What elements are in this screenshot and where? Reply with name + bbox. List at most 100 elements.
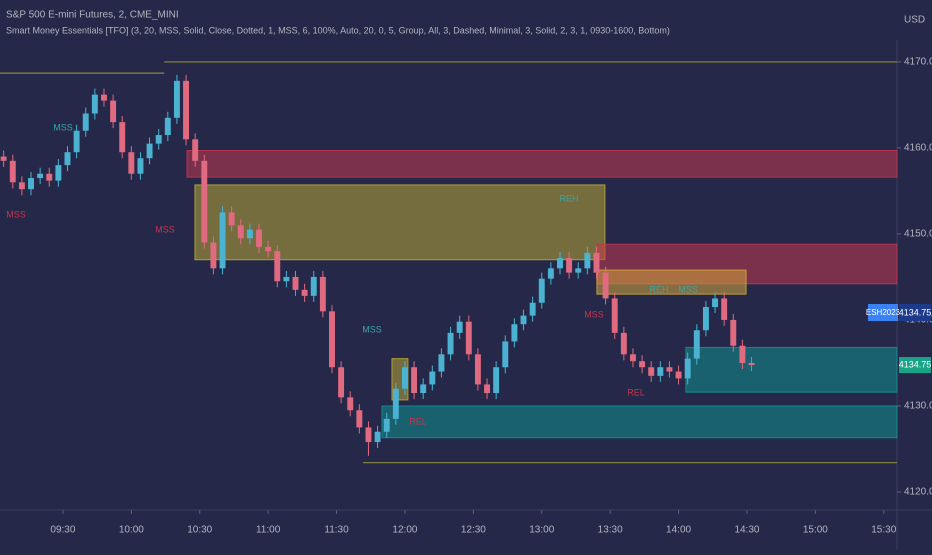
candle-body bbox=[420, 384, 427, 394]
candle-body bbox=[721, 298, 728, 320]
x-tick-label: 12:00 bbox=[392, 525, 417, 536]
candle-body bbox=[465, 321, 472, 355]
candle-body bbox=[712, 298, 719, 308]
annotation: MSS bbox=[584, 309, 604, 319]
candle-body bbox=[183, 80, 190, 140]
candle-body bbox=[702, 307, 709, 331]
symbol-label: ESH2023 bbox=[866, 308, 901, 317]
annotation: REL bbox=[627, 387, 645, 397]
x-tick-label: 11:30 bbox=[324, 525, 349, 536]
candle-body bbox=[538, 278, 545, 303]
candle-body bbox=[310, 276, 317, 296]
candle-body bbox=[338, 367, 345, 398]
annotation: REL bbox=[409, 416, 427, 426]
candle-body bbox=[46, 173, 53, 181]
candle-body bbox=[748, 362, 755, 366]
candle-body bbox=[110, 100, 117, 123]
candle-body bbox=[192, 139, 199, 161]
price-label-box bbox=[899, 304, 931, 321]
candle-body bbox=[602, 272, 609, 299]
candle-body bbox=[292, 276, 299, 290]
candle-body bbox=[429, 371, 436, 385]
last-price-box bbox=[899, 357, 931, 374]
candle-body bbox=[684, 358, 691, 379]
candle-body bbox=[484, 384, 490, 394]
candle-body bbox=[0, 156, 7, 161]
candle-body bbox=[620, 332, 627, 355]
candle-body bbox=[456, 321, 463, 333]
candle-body bbox=[28, 178, 34, 190]
candle-body bbox=[584, 252, 591, 269]
candle-body bbox=[739, 345, 746, 363]
candle-body bbox=[283, 276, 290, 282]
candle-body bbox=[55, 165, 62, 181]
axis-unit: USD bbox=[904, 15, 925, 26]
candle-body bbox=[210, 242, 217, 269]
x-tick-label: 14:30 bbox=[734, 525, 759, 536]
x-tick-label: 12:30 bbox=[461, 525, 486, 536]
candle-body bbox=[666, 367, 673, 372]
candle-body bbox=[265, 246, 272, 252]
candle-body bbox=[493, 367, 500, 394]
candle-body bbox=[356, 410, 363, 428]
y-tick-label: 4160.00 bbox=[904, 143, 932, 154]
indicator-settings: Smart Money Essentials [TFO] (3, 20, MSS… bbox=[6, 25, 670, 35]
x-tick-label: 11:00 bbox=[256, 525, 281, 536]
candle-body bbox=[447, 332, 454, 355]
candle-body bbox=[91, 94, 98, 114]
candle-body bbox=[155, 135, 162, 144]
candle-body bbox=[219, 212, 226, 269]
candle-body bbox=[101, 94, 107, 101]
x-tick-label: 13:30 bbox=[598, 525, 623, 536]
candle-body bbox=[566, 258, 573, 273]
candle-body bbox=[511, 324, 518, 342]
y-tick-label: 4120.00 bbox=[904, 487, 932, 498]
candle-body bbox=[365, 427, 372, 443]
y-tick-label: 4170.00 bbox=[904, 57, 932, 68]
candle-body bbox=[73, 130, 80, 153]
candle-body bbox=[529, 302, 536, 316]
annotation: REH bbox=[559, 193, 578, 203]
annotation: REH bbox=[649, 284, 668, 294]
zone bbox=[194, 184, 606, 261]
annotation: MSS bbox=[6, 209, 26, 219]
candle-body bbox=[693, 330, 700, 359]
price-label: 4134.75 bbox=[899, 307, 932, 317]
candle-body bbox=[593, 252, 600, 273]
candle-body bbox=[383, 418, 390, 432]
candle-body bbox=[64, 152, 71, 166]
annotation: MSS bbox=[362, 324, 382, 334]
candle-body bbox=[246, 229, 253, 239]
candle-body bbox=[201, 160, 208, 243]
candle-body bbox=[329, 311, 335, 368]
candle-body bbox=[37, 173, 44, 179]
candle-body bbox=[657, 367, 664, 376]
annotation: MSS bbox=[155, 224, 175, 234]
candle-body bbox=[557, 258, 563, 269]
candle-body bbox=[82, 113, 89, 131]
candle-body bbox=[520, 315, 527, 325]
x-tick-label: 15:00 bbox=[803, 525, 828, 536]
candle-body bbox=[648, 367, 655, 376]
candle-body bbox=[547, 268, 554, 279]
candle-body bbox=[401, 367, 408, 389]
candle-body bbox=[639, 361, 646, 368]
x-tick-label: 14:00 bbox=[666, 525, 691, 536]
candle-body bbox=[675, 371, 682, 379]
candle-body bbox=[137, 158, 144, 174]
y-tick-label: 4150.00 bbox=[904, 229, 932, 240]
x-tick-label: 10:30 bbox=[187, 525, 212, 536]
candle-body bbox=[438, 354, 445, 372]
candle-body bbox=[274, 251, 281, 282]
x-tick-label: 10:00 bbox=[119, 525, 144, 536]
last-price-label: 4134.75 bbox=[899, 359, 932, 369]
candle-body bbox=[629, 354, 636, 362]
candle-body bbox=[256, 229, 262, 247]
candle-body bbox=[164, 117, 171, 136]
candle-body bbox=[411, 367, 418, 394]
candle-body bbox=[173, 80, 180, 118]
candle-body bbox=[119, 122, 126, 153]
candle-body bbox=[347, 397, 354, 411]
candle-body bbox=[9, 160, 16, 183]
